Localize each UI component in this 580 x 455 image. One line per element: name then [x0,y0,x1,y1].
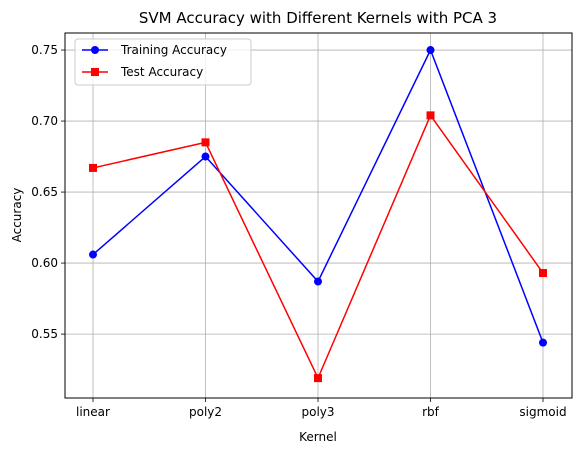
x-tick-label: poly3 [301,405,334,419]
y-tick-label: 0.65 [31,185,58,199]
legend-label-test: Test Accuracy [120,65,203,79]
chart-title: SVM Accuracy with Different Kernels with… [139,9,497,27]
data-point-training-accuracy [201,152,210,161]
grid [65,33,572,398]
x-axis-label: Kernel [299,430,337,444]
y-axis-label: Accuracy [10,188,24,243]
data-point-training-accuracy [539,338,547,347]
plot-frame [64,32,573,399]
y-tick-label: 0.75 [31,43,58,57]
data-point-test-accuracy [89,163,97,172]
data-point-test-accuracy [201,138,210,147]
legend-marker-training [91,46,99,54]
plot-series [89,46,547,383]
legend-frame [74,38,252,86]
data-point-test-accuracy [539,269,547,278]
data-point-test-accuracy [426,111,435,120]
y-tick-label: 0.55 [31,327,58,341]
y-tick-label: 0.60 [31,256,58,270]
data-point-training-accuracy [89,250,97,259]
legend-label-training: Training Accuracy [120,43,227,57]
y-tick-label: 0.70 [31,114,58,128]
axis-ticks: linear poly2 poly3 rbf sigmoid 0.55 0.60 0.65 0.… [31,43,566,419]
legend: Training Accuracy Test Accuracy [74,38,252,86]
legend-marker-test [91,68,99,76]
data-point-training-accuracy [314,277,322,286]
x-tick-label: linear [76,405,110,419]
data-point-training-accuracy [426,46,435,55]
data-point-test-accuracy [314,374,322,383]
x-tick-label: sigmoid [519,405,566,419]
x-tick-label: rbf [422,405,440,419]
x-tick-label: poly2 [189,405,222,419]
